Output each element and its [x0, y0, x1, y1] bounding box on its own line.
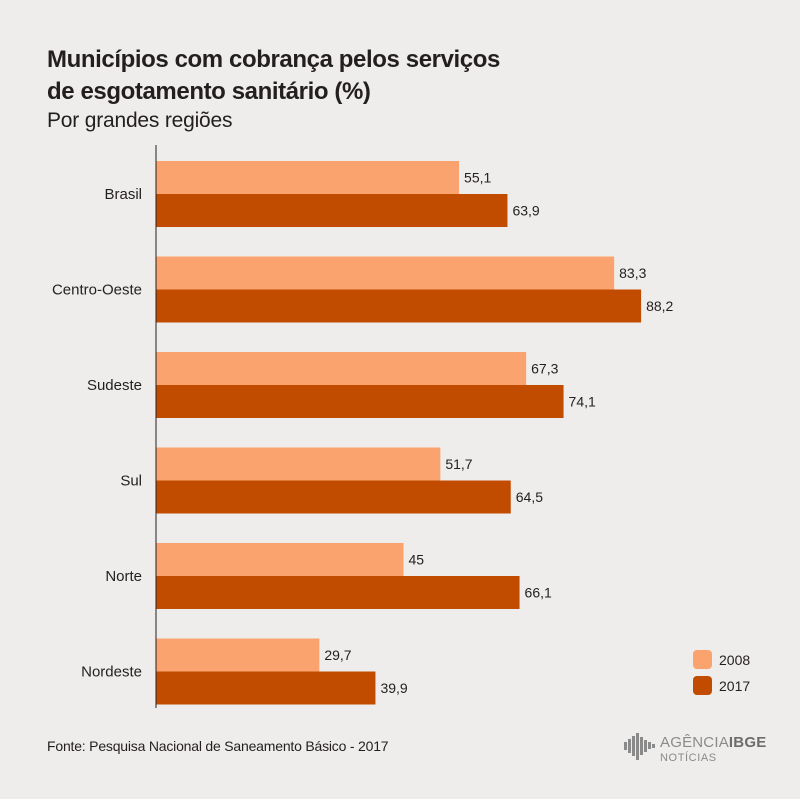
- bar-norte-2008: [156, 543, 404, 576]
- logo-word-ibge: IBGE: [728, 734, 767, 751]
- bar-sul-2017: [156, 480, 511, 514]
- value-label-sul-2017: 64,5: [516, 489, 543, 505]
- bar-brasil-2017: [156, 194, 508, 227]
- bar-sudeste-2008: [156, 352, 527, 385]
- bar-centro-oeste-2008: [156, 256, 615, 290]
- title-line-2: de esgotamento sanitário (%): [47, 78, 371, 105]
- category-label-brasil: Brasil: [104, 186, 142, 203]
- bar-brasil-2008: [156, 161, 460, 194]
- value-label-sudeste-2017: 74,1: [569, 394, 596, 410]
- category-label-sul: Sul: [120, 473, 142, 490]
- value-label-nordeste-2017: 39,9: [380, 680, 407, 696]
- logo-word-agencia: AGÊNCIA: [660, 734, 729, 751]
- value-label-sul-2008: 51,7: [445, 456, 472, 472]
- bar-centro-oeste-2017: [156, 289, 642, 323]
- category-label-norte: Norte: [105, 568, 142, 585]
- value-label-norte-2017: 66,1: [525, 585, 552, 601]
- bar-sul-2008: [156, 447, 441, 481]
- value-label-brasil-2008: 55,1: [464, 170, 491, 186]
- ibge-logo-icon: [624, 733, 655, 760]
- logo-subtitle: NOTÍCIAS: [660, 752, 717, 764]
- chart-subtitle: Por grandes regiões: [47, 109, 233, 132]
- category-label-nordeste: Nordeste: [81, 664, 142, 681]
- title-line-1: Municípios com cobrança pelos serviços: [47, 46, 500, 73]
- category-label-sudeste: Sudeste: [87, 377, 142, 394]
- value-label-brasil-2017: 63,9: [512, 203, 539, 219]
- value-label-nordeste-2008: 29,7: [324, 647, 351, 663]
- legend-label-2017: 2017: [719, 678, 750, 694]
- bar-norte-2017: [156, 576, 520, 609]
- category-label-centro-oeste: Centro-Oeste: [52, 282, 142, 299]
- bar-nordeste-2017: [156, 671, 376, 705]
- chart-title: Municípios com cobrança pelos serviços d…: [47, 44, 567, 108]
- bar-nordeste-2008: [156, 638, 320, 672]
- value-label-sudeste-2008: 67,3: [531, 361, 558, 377]
- agencia-ibge-logo: AGÊNCIAIBGE NOTÍCIAS: [624, 733, 766, 769]
- legend-label-2008: 2008: [719, 652, 750, 668]
- value-label-norte-2008: 45: [409, 552, 425, 568]
- source-note: Fonte: Pesquisa Nacional de Saneamento B…: [47, 738, 389, 754]
- logo-wordmark: AGÊNCIAIBGE: [660, 734, 766, 751]
- legend-swatch-2017: [693, 676, 712, 695]
- legend-swatch-2008: [693, 650, 712, 669]
- value-label-centro-oeste-2017: 88,2: [646, 298, 673, 314]
- bar-sudeste-2017: [156, 385, 564, 418]
- value-label-centro-oeste-2008: 83,3: [619, 265, 646, 281]
